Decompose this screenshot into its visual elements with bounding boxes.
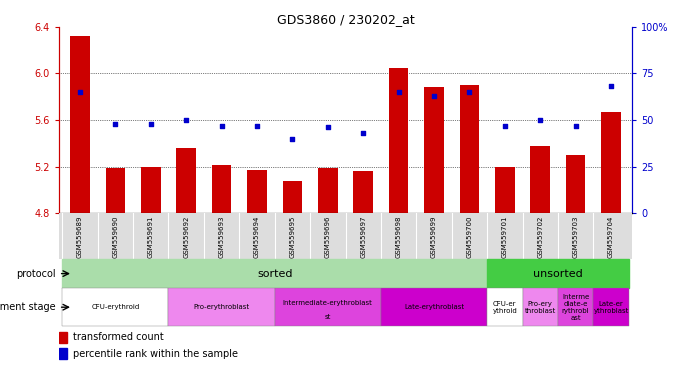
Point — [180, 117, 191, 123]
Bar — [424, 88, 444, 213]
Point — [605, 83, 616, 89]
Point — [393, 89, 404, 95]
Bar — [558, 288, 594, 326]
Point — [358, 130, 369, 136]
Point — [464, 89, 475, 95]
Text: GSM559691: GSM559691 — [148, 215, 154, 258]
Point — [535, 117, 546, 123]
Bar — [141, 167, 160, 213]
Bar — [389, 68, 408, 213]
Text: CFU-er
ythroid: CFU-er ythroid — [493, 301, 517, 314]
Bar — [169, 288, 275, 326]
Text: GSM559690: GSM559690 — [113, 215, 118, 258]
Text: CFU-erythroid: CFU-erythroid — [91, 304, 140, 310]
Bar — [275, 288, 381, 326]
Bar — [318, 168, 337, 213]
Bar — [62, 288, 169, 326]
Point — [500, 122, 511, 129]
Bar — [247, 170, 267, 213]
Bar — [176, 148, 196, 213]
Bar — [283, 180, 302, 213]
Bar — [495, 167, 515, 213]
Bar — [460, 85, 479, 213]
Point — [287, 136, 298, 142]
Bar — [601, 112, 621, 213]
Text: GSM559696: GSM559696 — [325, 215, 331, 258]
Point — [75, 89, 86, 95]
Bar — [354, 171, 373, 213]
Text: GSM559692: GSM559692 — [183, 215, 189, 258]
Text: GSM559699: GSM559699 — [431, 215, 437, 258]
Bar — [381, 288, 487, 326]
Point — [570, 122, 581, 129]
Point — [216, 122, 227, 129]
Text: Intermediate-erythroblast: Intermediate-erythroblast — [283, 300, 372, 306]
Bar — [212, 166, 231, 213]
Bar — [487, 259, 629, 288]
Bar — [59, 348, 67, 359]
Text: GSM559694: GSM559694 — [254, 215, 260, 258]
Text: Late-er
ythroblast: Late-er ythroblast — [594, 301, 629, 314]
Text: Pro-ery
throblast: Pro-ery throblast — [524, 301, 556, 314]
Text: GSM559698: GSM559698 — [396, 215, 401, 258]
Point — [110, 121, 121, 127]
Text: GSM559702: GSM559702 — [537, 215, 543, 258]
Point — [428, 93, 439, 99]
Bar — [566, 155, 585, 213]
Text: transformed count: transformed count — [73, 333, 163, 343]
Bar — [59, 331, 67, 343]
Text: Late-erythroblast: Late-erythroblast — [404, 304, 464, 310]
Text: development stage: development stage — [0, 302, 55, 312]
Text: st: st — [325, 314, 331, 320]
Bar — [522, 288, 558, 326]
Text: GSM559689: GSM559689 — [77, 215, 83, 258]
Text: percentile rank within the sample: percentile rank within the sample — [73, 349, 238, 359]
Text: GSM559693: GSM559693 — [218, 215, 225, 258]
Text: Pro-erythroblast: Pro-erythroblast — [193, 304, 249, 310]
Text: sorted: sorted — [257, 268, 292, 279]
Bar — [487, 288, 522, 326]
Text: GSM559703: GSM559703 — [573, 215, 578, 258]
Text: GSM559701: GSM559701 — [502, 215, 508, 258]
Point — [145, 121, 156, 127]
Text: protocol: protocol — [16, 268, 55, 279]
Bar — [531, 146, 550, 213]
Text: Interme
diate-e
rythrobl
ast: Interme diate-e rythrobl ast — [562, 294, 589, 321]
Bar — [62, 259, 487, 288]
Text: unsorted: unsorted — [533, 268, 583, 279]
Bar — [594, 288, 629, 326]
Text: GSM559697: GSM559697 — [360, 215, 366, 258]
Point — [322, 124, 333, 131]
Text: GSM559695: GSM559695 — [290, 215, 295, 258]
Text: GSM559704: GSM559704 — [608, 215, 614, 258]
Title: GDS3860 / 230202_at: GDS3860 / 230202_at — [276, 13, 415, 26]
Bar — [106, 168, 125, 213]
Text: GSM559700: GSM559700 — [466, 215, 473, 258]
Bar — [70, 36, 90, 213]
Point — [252, 122, 263, 129]
